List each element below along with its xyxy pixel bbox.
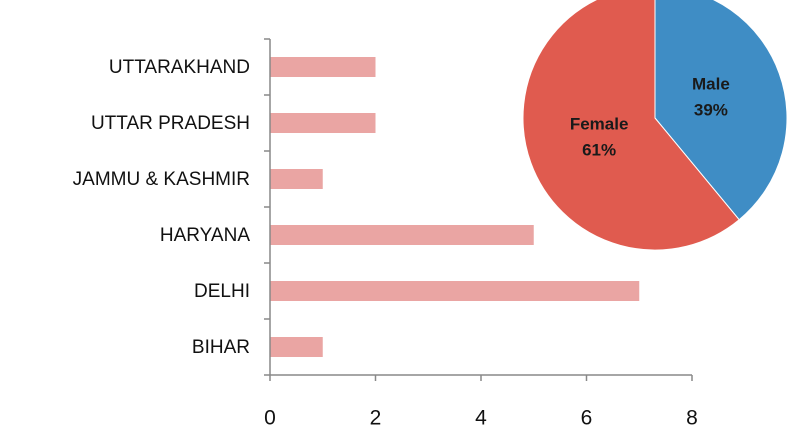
bar: [270, 337, 323, 357]
pie-value-label: 61%: [582, 141, 616, 160]
x-tick-label: 4: [475, 407, 487, 430]
pie-label: Female: [570, 115, 629, 134]
pie-value-label: 39%: [694, 100, 728, 119]
x-tick-label: 2: [370, 407, 382, 430]
y-tick-label: UTTAR PRADESH: [91, 113, 250, 134]
y-tick-label: BIHAR: [192, 337, 250, 358]
y-tick-label: HARYANA: [160, 225, 250, 246]
y-tick-label: UTTARAKHAND: [109, 57, 250, 78]
bar: [270, 113, 376, 133]
x-tick-label: 6: [581, 407, 593, 430]
x-tick-label: 0: [264, 407, 276, 430]
pie-slice: [522, 0, 740, 251]
bar: [270, 225, 534, 245]
bar: [270, 281, 640, 301]
pie-slice: [654, 0, 788, 221]
bar: [270, 169, 323, 189]
bar: [270, 57, 376, 77]
y-tick-label: JAMMU & KASHMIR: [73, 169, 250, 190]
x-tick-label: 8: [686, 407, 698, 430]
pie-label: Male: [692, 74, 730, 93]
y-tick-label: DELHI: [194, 281, 250, 302]
